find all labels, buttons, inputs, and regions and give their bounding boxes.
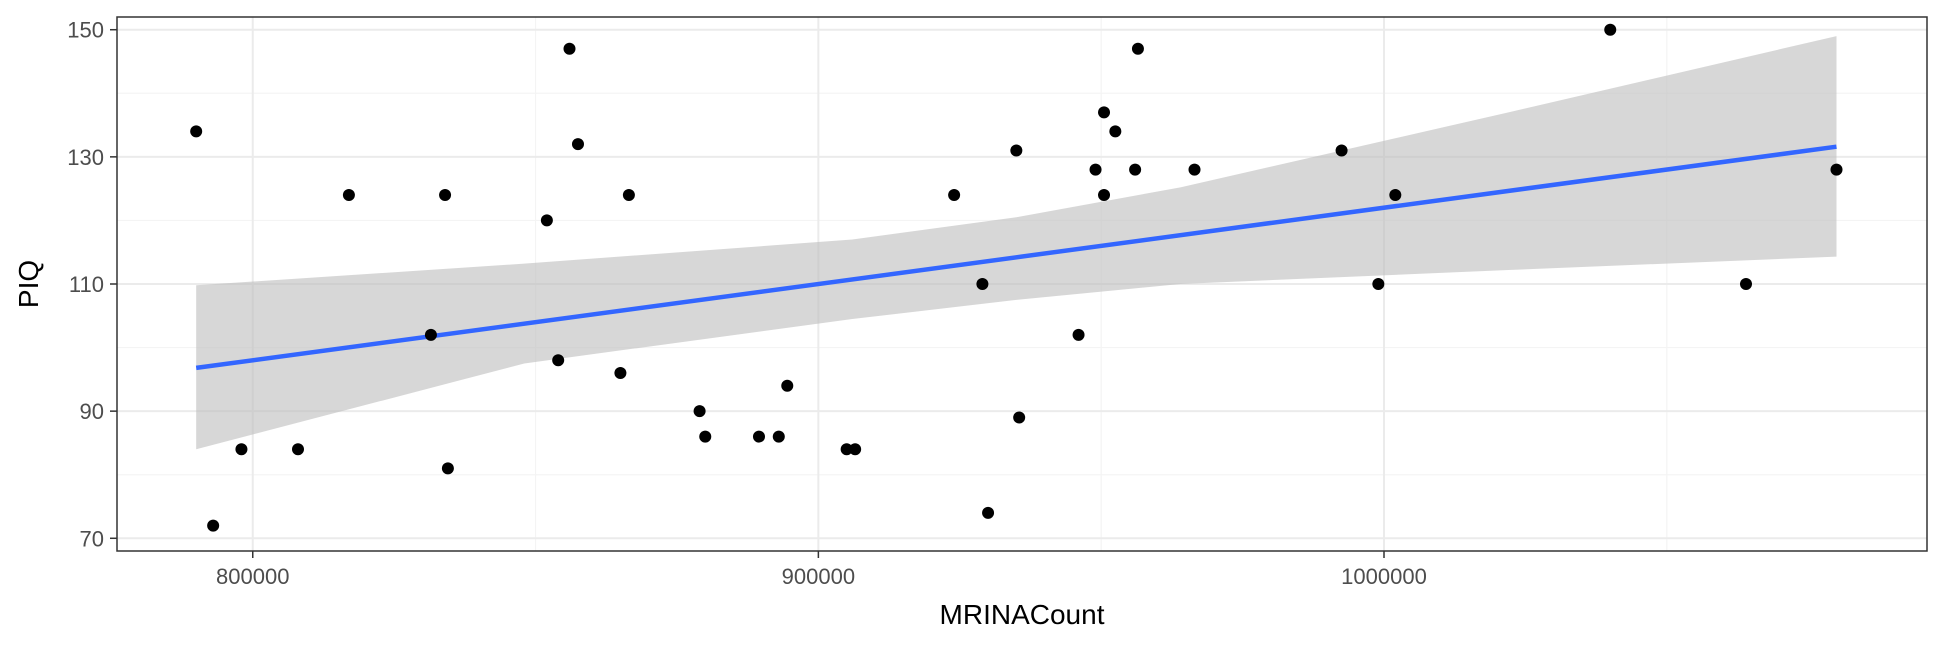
data-point-4 <box>342 189 355 201</box>
data-points <box>190 23 1843 532</box>
data-point-3 <box>292 443 304 456</box>
data-point-14 <box>693 405 706 418</box>
data-point-15 <box>699 430 712 443</box>
x-axis-title: MRINACount <box>940 599 1105 630</box>
y-axis-title: PIQ <box>13 260 44 308</box>
data-point-27 <box>1089 163 1102 176</box>
data-point-33 <box>1188 163 1201 176</box>
data-point-38 <box>1740 278 1752 290</box>
data-point-8 <box>540 214 553 227</box>
y-tick-label-4: 150 <box>67 18 104 43</box>
confidence-band-layer <box>196 36 1837 450</box>
y-tick-label-3: 130 <box>67 145 104 170</box>
data-point-12 <box>614 367 627 379</box>
y-tick-label-2: 110 <box>69 272 104 297</box>
data-point-5 <box>424 328 437 341</box>
data-point-19 <box>840 443 853 456</box>
confidence-band <box>196 36 1837 450</box>
data-point-7 <box>441 462 454 475</box>
data-point-26 <box>1072 328 1085 341</box>
data-point-29 <box>1098 189 1111 201</box>
data-point-11 <box>571 138 584 151</box>
x-tick-label-1: 900000 <box>782 564 855 589</box>
data-point-37 <box>1604 23 1617 36</box>
data-point-13 <box>622 189 635 201</box>
data-point-21 <box>948 189 961 201</box>
regression-line-layer <box>195 144 1837 371</box>
data-point-1 <box>207 519 220 532</box>
data-point-17 <box>772 430 785 443</box>
regression-line <box>195 144 1837 371</box>
axes: 800000 900000 1000000 70 90 110 130 150 <box>67 18 1427 589</box>
data-point-20 <box>849 443 862 456</box>
data-point-0 <box>190 125 203 138</box>
data-point-16 <box>752 430 765 443</box>
data-point-34 <box>1335 144 1348 157</box>
data-point-18 <box>781 379 794 392</box>
data-point-36 <box>1389 189 1402 201</box>
y-tick-label-1: 90 <box>80 399 104 424</box>
data-point-6 <box>439 189 452 201</box>
data-point-39 <box>1830 163 1843 176</box>
y-tick-label-0: 70 <box>80 526 104 551</box>
data-point-28 <box>1098 106 1111 119</box>
data-point-30 <box>1109 125 1122 138</box>
data-point-9 <box>552 354 565 367</box>
x-tick-label-2: 1000000 <box>1341 564 1427 589</box>
data-point-22 <box>976 278 989 290</box>
data-point-25 <box>1013 411 1026 424</box>
data-point-10 <box>563 42 576 55</box>
data-point-31 <box>1129 163 1142 176</box>
data-point-2 <box>235 443 248 456</box>
x-tick-label-0: 800000 <box>216 564 289 589</box>
data-point-35 <box>1372 278 1385 290</box>
data-point-23 <box>982 506 995 519</box>
data-point-32 <box>1131 42 1144 55</box>
data-point-24 <box>1010 144 1023 157</box>
